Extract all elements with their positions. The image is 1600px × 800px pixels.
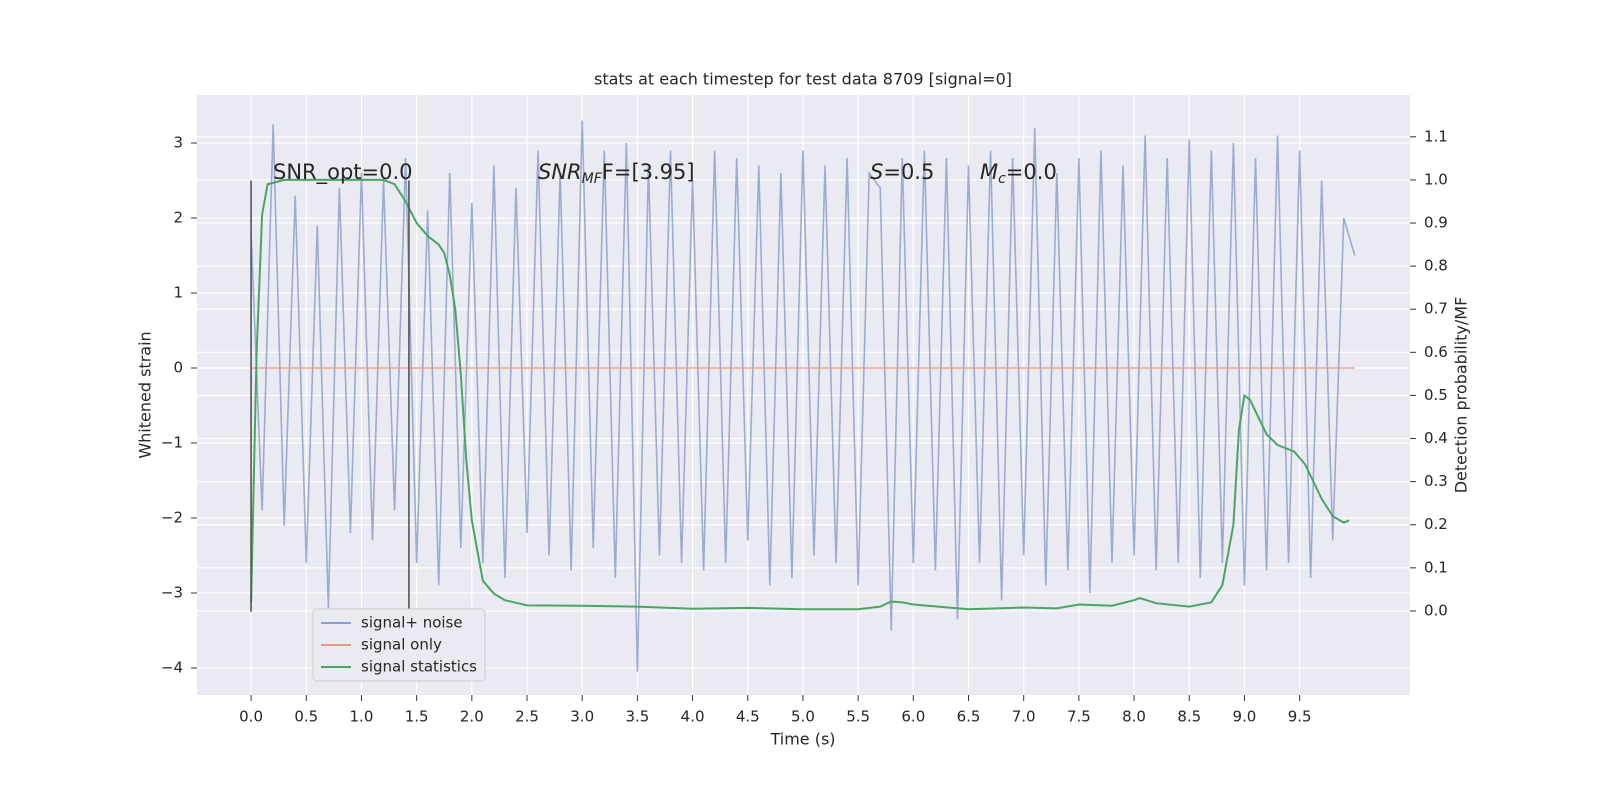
legend-box [312,608,486,682]
y-tick-label: 3 [173,134,183,152]
annotation-tail: F=[3.95] [602,160,695,184]
y2-tick-label: 0.5 [1424,386,1448,404]
y2-tick-label: 0.0 [1424,601,1448,619]
annotation-main: SNR [538,160,582,184]
x-tick-label: 8.0 [1122,708,1146,726]
annotation-main: SNR_opt=0.0 [273,160,413,185]
series-line [250,120,1356,672]
x-axis-label: Time (s) [769,730,835,749]
x-tick-label: 1.5 [405,708,429,726]
y2-tick-label: 1.1 [1424,127,1448,145]
x-tick-label: 7.5 [1067,708,1091,726]
y2-tick-label: 0.3 [1424,472,1448,490]
x-tick-label: 4.0 [681,708,705,726]
y-tick-label: −3 [161,584,183,602]
annotation-sub: MF [582,171,603,187]
y2-tick-label: 0.1 [1424,558,1448,576]
annotation-tail: =0.0 [1006,160,1057,184]
x-tick-label: 8.5 [1177,708,1201,726]
x-tick-label: 6.0 [901,708,925,726]
x-tick-label: 9.5 [1288,708,1312,726]
y2-tick-label: 0.4 [1424,429,1448,447]
y2-tick-label: 0.8 [1424,257,1448,275]
y-tick-label: −2 [161,509,183,527]
y-tick-label: 1 [173,284,183,302]
y2-tick-label: 0.9 [1424,214,1448,232]
x-tick-label: 4.5 [736,708,760,726]
annotation-sub: c [998,171,1006,187]
x-tick-label: 2.5 [515,708,539,726]
legend-label: signal only [361,636,442,654]
x-tick-label: 9.0 [1233,708,1257,726]
series-line [250,178,1350,611]
y-axis-label: Whitened strain [136,331,155,458]
y-tick-label: −4 [161,659,183,677]
annotation: S=0.5 [870,160,934,184]
y-tick-label: 0 [173,359,183,377]
x-tick-label: 7.0 [1012,708,1036,726]
y2-tick-label: 0.2 [1424,515,1448,533]
chart-title: stats at each timestep for test data 870… [594,70,1012,89]
y2-tick-label: 0.7 [1424,300,1448,318]
x-tick-label: 0.5 [294,708,318,726]
annotation: Mc=0.0 [980,160,1057,187]
y2-axis-label: Detection probability/MF [1452,297,1471,494]
y-tick-label: 2 [173,209,183,227]
y2-tick-label: 1.0 [1424,170,1448,188]
x-tick-label: 5.5 [846,708,870,726]
annotation: SNR_opt=0.0 [273,160,413,185]
legend: signal+ noise signal only signal statistic… [312,608,486,682]
annotation-main: S [870,160,883,184]
x-tick-label: 5.0 [791,708,815,726]
x-tick-label: 2.0 [460,708,484,726]
y2-tick-label: 0.6 [1424,343,1448,361]
legend-label: signal+ noise [361,614,463,632]
x-tick-label: 1.0 [350,708,374,726]
annotation-tail: =0.5 [883,160,934,184]
legend-label: signal statistics [361,658,477,676]
x-tick-label: 3.0 [570,708,594,726]
x-tick-label: 6.5 [957,708,981,726]
x-tick-label: 3.5 [625,708,649,726]
annotation: SNRMFF=[3.95] [538,160,695,187]
y-tick-label: −1 [161,434,183,452]
x-tick-label: 0.0 [239,708,263,726]
annotation-main: M [980,160,998,184]
